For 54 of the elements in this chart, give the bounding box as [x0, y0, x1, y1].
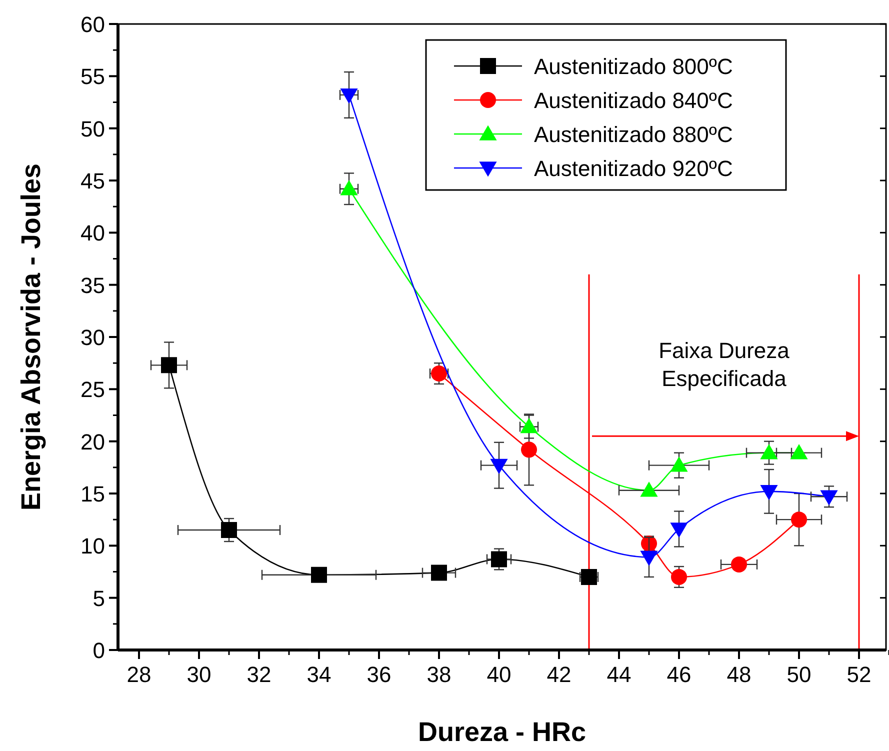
y-tick-label: 20	[80, 429, 105, 454]
x-tick-label: 50	[786, 662, 812, 687]
x-tick-label: 52	[846, 662, 872, 687]
y-tick-label: 25	[80, 377, 105, 402]
y-tick-label: 15	[80, 482, 105, 506]
y-tick-label: 40	[80, 220, 105, 246]
y-tick-label: 5	[92, 586, 105, 611]
x-tick-label: 44	[606, 662, 632, 687]
point	[161, 357, 177, 374]
point	[521, 442, 537, 458]
x-tick-label: 28	[126, 662, 152, 687]
y-tick-label: 10	[80, 534, 105, 559]
y-tick-label: 60	[80, 12, 105, 37]
point	[340, 180, 358, 196]
point	[670, 456, 688, 472]
x-tick-label: 40	[486, 662, 512, 687]
point	[671, 568, 687, 585]
point	[670, 522, 688, 538]
point	[520, 418, 538, 434]
x-tick-label: 48	[726, 662, 752, 687]
point	[731, 556, 747, 572]
y-tick-label: 30	[80, 325, 105, 350]
x-tick-label: 32	[246, 662, 272, 687]
point	[790, 444, 808, 460]
point	[491, 551, 507, 568]
point	[820, 490, 838, 506]
point	[490, 458, 508, 474]
point	[791, 512, 807, 528]
y-tick-label: 50	[80, 116, 105, 142]
legend-label: Austenitizado 840ºC	[534, 88, 733, 113]
legend-label: Austenitizado 920ºC	[534, 156, 733, 181]
point	[760, 485, 778, 500]
legend-label: Austenitizado 880ºC	[534, 122, 733, 147]
annotation: Faixa Dureza Especificada	[658, 338, 790, 391]
point	[311, 566, 327, 583]
x-axis-title: Dureza - HRc	[418, 717, 586, 747]
x-tick-label: 46	[666, 662, 692, 687]
x-tick-label: 36	[366, 662, 392, 687]
point	[640, 482, 658, 497]
legend-label: Austenitizado 800ºC	[534, 54, 733, 79]
point	[340, 88, 358, 104]
y-tick-label: 45	[80, 168, 105, 194]
y-tick-label: 0	[92, 638, 105, 663]
y-tick-label: 35	[80, 272, 105, 298]
x-tick-label: 34	[306, 662, 332, 687]
y-tick-label: 55	[80, 64, 105, 90]
x-tick-label: 30	[186, 662, 212, 687]
point	[431, 564, 447, 581]
point	[221, 522, 237, 538]
x-tick-label: 42	[546, 662, 572, 687]
y-axis-title: Energia Absorvida - Joules	[16, 163, 46, 511]
x-tick-label: 38	[426, 662, 452, 687]
point	[760, 444, 778, 460]
point	[640, 550, 658, 566]
